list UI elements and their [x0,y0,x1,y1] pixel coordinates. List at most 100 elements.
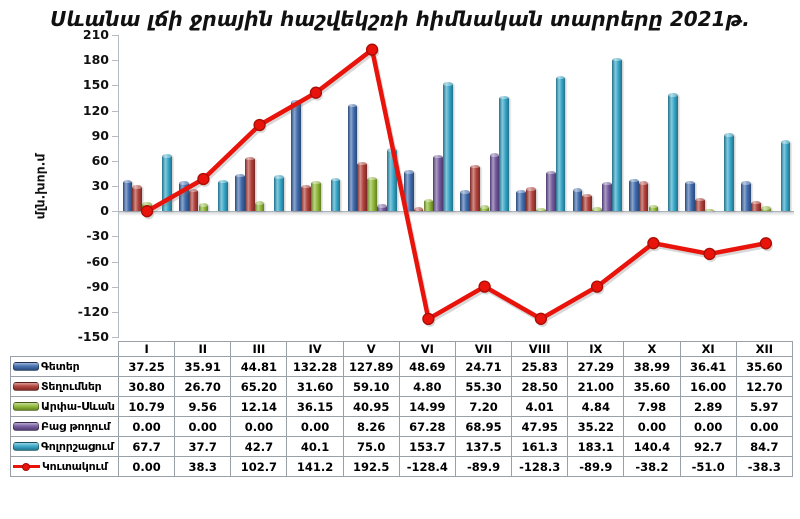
bar-rivers-IX [572,188,583,212]
table-cell-arpa-sevan-I: 10.79 [117,396,176,417]
bar-arpa-sevan-IV [311,180,321,212]
table-cell-rivers-II: 35.91 [174,356,232,377]
bar-top-cap [499,95,510,100]
bar-evaporation-VII [499,95,510,212]
table-cell-precipitation-III: 65.20 [230,376,288,397]
bar-top-cap [377,204,387,208]
table-cell-accumulation-II: 38.3 [174,456,232,477]
bar-top-cap [178,181,189,185]
bar-top-cap [602,181,612,186]
y-tick-label: -90 [86,278,109,294]
legend-cell-arpa-sevan: Արփա-Սևան [10,396,119,417]
bar-rivers-XI [685,180,695,212]
bar-top-cap [536,207,546,212]
bar-release-VI [433,154,444,212]
bar-top-cap [526,187,536,191]
table-cell-evaporation-III: 42.7 [230,436,288,457]
bar-evaporation-IX [611,57,622,212]
bar-arpa-sevan-VII [479,205,490,212]
bar-top-cap [161,154,172,158]
bar-top-cap [780,140,791,144]
month-header-row: I II III IV V VI VII VIII IX X XI XII [11,341,794,357]
zero-axis-line [119,211,794,213]
bar-arpa-sevan-II [198,203,209,212]
bar-top-cap [274,175,285,179]
bar-evaporation-II [218,179,228,212]
legend-cell-release: Բաց թողում [10,416,119,437]
line-marker-VII [478,280,491,293]
table-cell-release-III: 0.00 [230,416,288,437]
table-cell-arpa-sevan-VIII: 4.01 [511,396,569,417]
plot-area: 210 180 150 120 90 60 30 0 -30 -60 -90 -120 -150 [78,27,794,344]
table-cell-precipitation-XI: 16.00 [679,376,737,397]
table-cell-precipitation-VII: 55.30 [454,376,513,397]
table-cell-evaporation-XII: 84.7 [735,436,794,457]
y-tick-mark [112,286,119,288]
bar-arpa-sevan-VIII [536,207,546,212]
legend-label-arpa-sevan: Արփա-Սևան [41,400,115,413]
bar-top-cap [555,75,566,80]
y-tick-mark [112,60,119,62]
bar-top-cap [311,180,321,185]
bar-precipitation-X [638,181,649,212]
bar-precipitation-XI [694,197,705,212]
bar-top-cap [628,178,639,182]
table-cell-rivers-VIII: 25.83 [511,356,569,377]
bar-top-cap [479,205,490,209]
table-cell-accumulation-VII: -89.9 [454,456,513,477]
y-axis-title-text: մլն.խոր.մ [32,153,48,219]
line-path [144,47,769,322]
table-cell-accumulation-IV: 141.2 [286,456,344,477]
bar-precipitation-VIII [526,187,536,212]
legend-key-accumulation: Կուտակում [12,460,118,473]
y-tick-mark [112,236,119,238]
bar-top-cap [330,177,341,181]
month-header-III: III [230,341,288,357]
table-cell-release-II: 0.00 [174,416,232,437]
table-cell-accumulation-VIII: -128.3 [511,456,569,477]
legend-key-release: Բաց թողում [12,420,118,433]
bar-arpa-sevan-V [367,176,377,212]
bar-top-cap [694,197,705,202]
table-cell-rivers-V: 127.89 [342,356,400,377]
bar-top-cap [545,170,556,175]
bar-rivers-VII [460,190,470,212]
bar-arpa-sevan-XII [761,206,771,212]
table-row-precipitation: Տեղումներ 30.80 26.70 65.20 31.60 59.10 4.80 55… [10,376,794,397]
bar-top-cap [357,161,368,166]
table-cell-accumulation-VI: -128.4 [398,456,456,477]
bar-rivers-VI [403,170,414,212]
legend-swatch-rivers-icon [13,362,39,371]
bar-evaporation-X [668,93,678,212]
table-cell-accumulation-XII: -38.3 [735,456,794,477]
table-corner-cell [11,342,119,357]
table-cell-precipitation-II: 26.70 [174,376,232,397]
month-header-VI: VI [398,341,456,357]
y-tick-label: 60 [91,152,109,168]
y-tick-mark [112,337,119,338]
y-tick-label: -150 [77,329,109,344]
y-tick-mark [112,110,119,112]
bar-top-cap [592,207,602,211]
bar-arpa-sevan-VI [423,198,434,212]
table-cell-precipitation-IX: 21.00 [567,376,625,397]
legend-swatch-arpa-sevan-icon [13,402,39,411]
bar-top-cap [648,204,659,208]
legend-label-rivers: Գետեր [41,360,80,373]
month-header-VII: VII [454,341,513,357]
table-cell-rivers-IX: 27.29 [567,356,625,377]
bar-precipitation-V [357,161,368,212]
table-cell-arpa-sevan-IV: 36.15 [286,396,344,417]
bar-rivers-X [628,178,639,212]
bar-top-cap [516,189,527,193]
month-header-IV: IV [286,341,344,357]
bar-top-cap [572,188,583,192]
bar-top-cap [301,184,311,189]
bar-evaporation-IV [330,177,341,212]
bar-top-cap [460,190,470,194]
bar-precipitation-IX [582,193,593,212]
table-cell-arpa-sevan-VII: 7.20 [454,396,513,417]
bar-top-cap [423,198,434,203]
legend-label-release: Բաց թողում [41,420,111,433]
